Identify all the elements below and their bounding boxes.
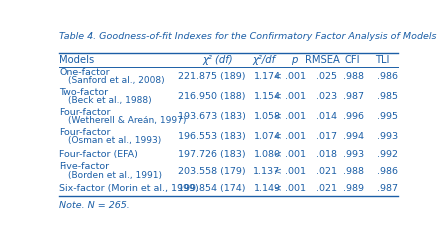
Text: 203.558 (179): 203.558 (179): [178, 167, 246, 176]
Text: 196.553 (183): 196.553 (183): [178, 132, 246, 141]
Text: Five-factor: Five-factor: [59, 163, 109, 171]
Text: < .001: < .001: [274, 132, 306, 141]
Text: < .001: < .001: [274, 112, 306, 121]
Text: .989: .989: [343, 184, 364, 193]
Text: χ²/df: χ²/df: [252, 54, 276, 64]
Text: .993: .993: [377, 132, 398, 141]
Text: (Sanford et al., 2008): (Sanford et al., 2008): [68, 76, 165, 85]
Text: .988: .988: [343, 72, 364, 81]
Text: Models: Models: [59, 54, 95, 64]
Text: 216.950 (188): 216.950 (188): [178, 92, 246, 101]
Text: .995: .995: [377, 112, 398, 121]
Text: 1.137: 1.137: [253, 167, 281, 176]
Text: Four-factor (EFA): Four-factor (EFA): [59, 150, 138, 159]
Text: 1.154: 1.154: [253, 92, 281, 101]
Text: .023: .023: [316, 92, 338, 101]
Text: Table 4. Goodness-of-fit Indexes for the Confirmatory Factor Analysis of Models: Table 4. Goodness-of-fit Indexes for the…: [59, 32, 437, 41]
Text: TLI: TLI: [375, 54, 389, 64]
Text: .994: .994: [343, 132, 364, 141]
Text: RMSEA: RMSEA: [306, 54, 340, 64]
Text: 193.673 (183): 193.673 (183): [178, 112, 246, 121]
Text: .021: .021: [317, 167, 338, 176]
Text: .017: .017: [317, 132, 338, 141]
Text: .987: .987: [377, 184, 398, 193]
Text: .996: .996: [343, 112, 364, 121]
Text: Note. N = 265.: Note. N = 265.: [59, 201, 130, 210]
Text: .986: .986: [377, 167, 398, 176]
Text: 1.174: 1.174: [253, 72, 281, 81]
Text: .014: .014: [317, 112, 338, 121]
Text: 199.854 (174): 199.854 (174): [178, 184, 246, 193]
Text: One-factor: One-factor: [59, 68, 110, 77]
Text: p: p: [291, 54, 297, 64]
Text: Six-factor (Morin et al., 1999): Six-factor (Morin et al., 1999): [59, 184, 199, 193]
Text: .992: .992: [377, 150, 398, 159]
Text: < .001: < .001: [274, 150, 306, 159]
Text: Two-factor: Two-factor: [59, 88, 108, 97]
Text: (Wetherell & Areán, 1997): (Wetherell & Areán, 1997): [68, 116, 186, 125]
Text: 221.875 (189): 221.875 (189): [178, 72, 246, 81]
Text: 1.080: 1.080: [253, 150, 281, 159]
Text: .987: .987: [343, 92, 364, 101]
Text: 1.058: 1.058: [253, 112, 281, 121]
Text: .021: .021: [317, 184, 338, 193]
Text: 1.074: 1.074: [253, 132, 281, 141]
Text: .025: .025: [317, 72, 338, 81]
Text: < .001: < .001: [274, 92, 306, 101]
Text: (Borden et al., 1991): (Borden et al., 1991): [68, 171, 162, 180]
Text: Four-factor: Four-factor: [59, 108, 111, 117]
Text: 197.726 (183): 197.726 (183): [178, 150, 246, 159]
Text: (Beck et al., 1988): (Beck et al., 1988): [68, 96, 152, 105]
Text: Four-factor: Four-factor: [59, 128, 111, 137]
Text: < .001: < .001: [274, 72, 306, 81]
Text: .986: .986: [377, 72, 398, 81]
Text: CFI: CFI: [344, 54, 359, 64]
Text: χ² (df): χ² (df): [202, 54, 233, 64]
Text: .985: .985: [377, 92, 398, 101]
Text: < .001: < .001: [274, 184, 306, 193]
Text: .993: .993: [343, 150, 364, 159]
Text: < .001: < .001: [274, 167, 306, 176]
Text: .988: .988: [343, 167, 364, 176]
Text: .018: .018: [317, 150, 338, 159]
Text: (Osman et al., 1993): (Osman et al., 1993): [68, 136, 161, 146]
Text: 1.149: 1.149: [253, 184, 281, 193]
